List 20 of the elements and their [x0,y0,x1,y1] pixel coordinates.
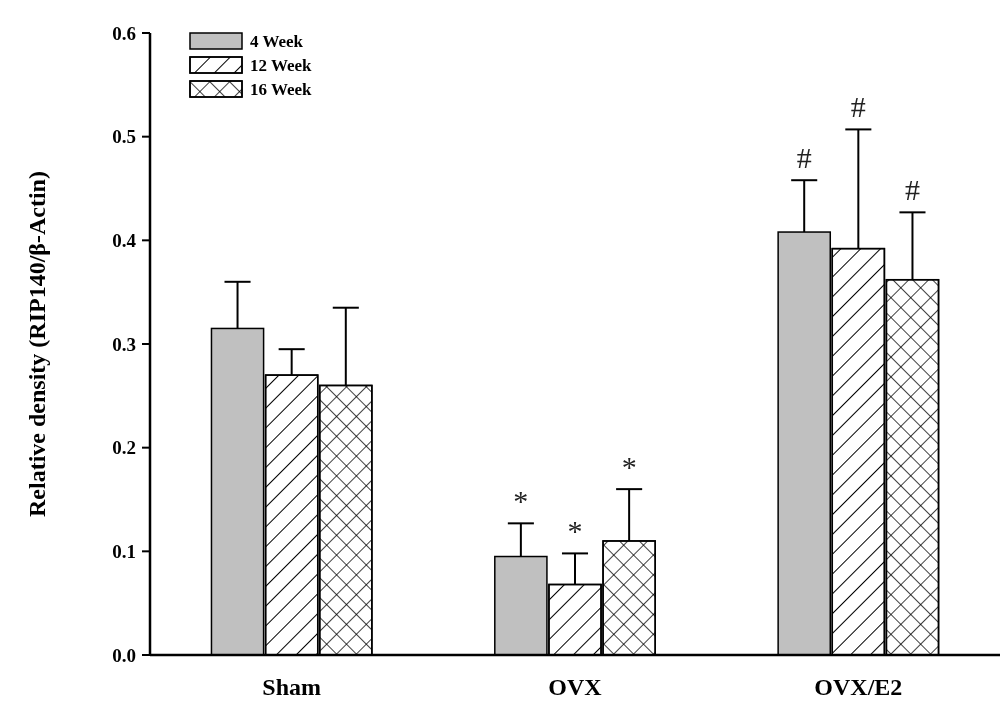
y-tick-label: 0.6 [112,22,136,44]
annotation: # [850,90,866,124]
x-tick-label: Sham [262,674,322,700]
annotation: # [904,173,920,207]
x-tick-label: OVX/E2 [814,674,903,700]
legend-label: 12 Week [250,55,313,75]
annotation: * [567,514,583,548]
y-tick-label: 0.1 [112,540,136,562]
annotation: * [513,484,529,518]
y-axis-title: Relative density (RIP140/β-Actin) [24,171,50,517]
x-tick-label: OVX [548,674,603,700]
annotation: * [621,450,637,484]
y-tick-label: 0.3 [112,333,136,355]
y-tick-label: 0.5 [112,126,136,148]
legend-label: 16 Week [250,79,313,99]
annotation: # [796,141,812,175]
y-tick-label: 0.0 [112,644,136,666]
y-tick-label: 0.4 [112,229,137,251]
y-tick-label: 0.2 [112,437,136,459]
legend-label: 4 Week [250,31,304,51]
